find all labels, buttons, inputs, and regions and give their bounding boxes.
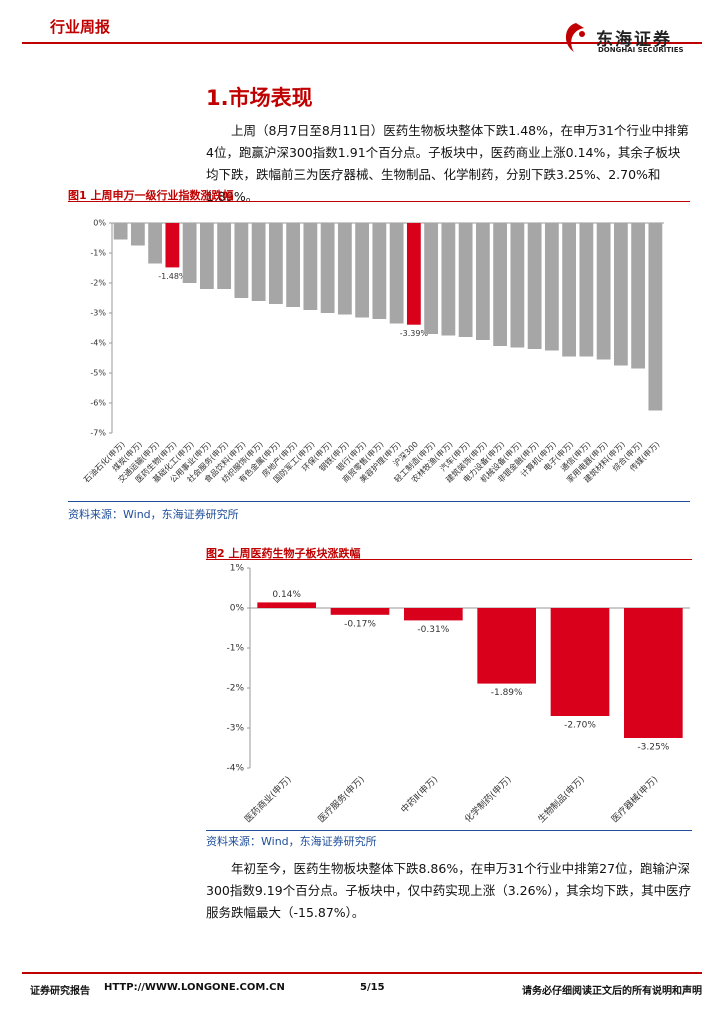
bar [337,223,352,315]
figure-rule [206,559,692,560]
source-rule [206,830,692,831]
bar [441,223,456,336]
bar [631,223,646,369]
chart: 0%-1%-2%-3%-4%-5%-6%-7%石油石化(申万)煤炭(申万)交通运… [81,219,664,485]
section-title: 1.市场表现 [206,86,313,110]
bar [458,223,473,337]
footer-rule [22,972,702,974]
y-tick-label: -4% [90,339,106,348]
x-tick-label: 中药Ⅱ(申万) [398,773,440,815]
y-tick-label: -2% [90,279,106,288]
data-label: -2.70% [564,721,596,731]
source: 资料来源：Wind，东海证券研究所 [68,508,239,521]
y-tick-label: 1% [230,564,245,574]
bar [579,223,594,357]
bar [320,223,335,313]
footer-url: HTTP://WWW.LONGONE.COM.CN [104,982,285,993]
bar [355,223,370,318]
logo-text: 东海证券 [596,30,672,50]
bar [527,223,542,349]
bar [268,223,283,304]
bar [199,223,214,289]
bar [217,223,232,289]
figure-title: 图1 上周申万一级行业指数涨跌幅 [68,189,234,202]
x-tick-label: 医疗器械(申万) [609,773,661,825]
bar [113,223,128,240]
header-title: 行业周报 [50,18,111,36]
source-rule [68,501,690,502]
footer-page: 5/15 [360,982,385,993]
y-tick-label: -3% [90,309,106,318]
x-tick-label: 化学制药(申万) [462,773,514,825]
bar [372,223,387,319]
data-label: -0.17% [344,619,376,629]
bar [648,223,663,411]
y-tick-label: -6% [90,399,106,408]
bar [562,223,577,357]
bar [257,602,316,608]
data-label: -1.89% [491,688,523,698]
logo-icon [565,23,585,52]
x-tick-label: 医药商业(申万) [242,773,294,825]
header-rule [22,42,702,44]
figure-rule [68,201,690,202]
y-tick-label: -3% [226,724,244,734]
bar [624,608,683,738]
paragraph: 上周（8月7日至8月11日）医药生物板块整体下跌1.48%，在申万31个行业中排… [206,123,689,204]
bar [165,223,180,268]
paragraph: 年初至今，医药生物板块整体下跌8.86%，在申万31个行业中排第27位，跑输沪深… [206,861,692,920]
data-label: -0.31% [417,625,449,635]
bar [406,223,421,325]
data-label: -1.48% [158,272,187,281]
y-tick-label: -2% [226,684,244,694]
bar [148,223,163,264]
data-label: 0.14% [272,590,301,600]
bar [475,223,490,340]
bar [130,223,145,246]
bar [389,223,404,324]
y-tick-label: -1% [226,644,244,654]
y-tick-label: -7% [90,429,106,438]
y-tick-label: 0% [93,219,106,228]
bar [234,223,249,298]
bar [493,223,508,346]
bar [510,223,525,348]
footer-left: 证券研究报告 [30,986,90,997]
chart: 1% 0% -1% -2% -3% -4% 0.14% 医药商业(申万) -0.17% 医疗服务(… [226,564,690,825]
y-tick-label: -4% [226,764,244,774]
data-label: -3.25% [637,743,669,753]
bar [251,223,266,301]
bar [330,608,390,615]
figure-title: 图2 上周医药生物子板块涨跌幅 [206,547,361,560]
bar [286,223,301,307]
bar [477,608,536,684]
logo-en: DONGHAI SECURITIES [598,46,684,54]
bar [182,223,197,283]
y-tick-label: -1% [90,249,106,258]
x-tick-label: 医疗服务(申万) [315,773,367,825]
data-label: -3.39% [400,329,429,338]
bar [404,608,463,621]
bar [613,223,628,366]
source: 资料来源：Wind，东海证券研究所 [206,835,377,848]
y-tick-label: -5% [90,369,106,378]
footer-right: 请务必仔细阅读正文后的所有说明和声明 [522,986,702,997]
x-tick-label: 生物制品(申万) [535,773,587,825]
y-tick-label: 0% [230,604,245,614]
bar [550,608,610,716]
bar [424,223,439,334]
bar [544,223,559,351]
bar [303,223,318,310]
bar [596,223,611,360]
